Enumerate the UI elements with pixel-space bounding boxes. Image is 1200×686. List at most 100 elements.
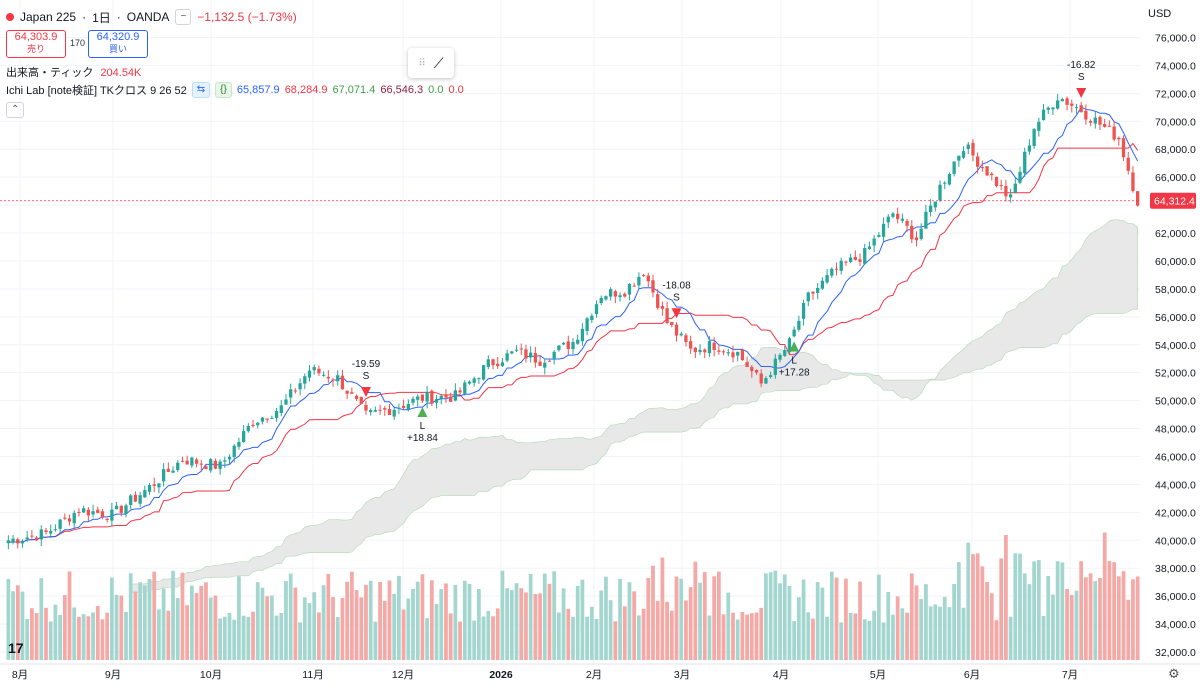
signal-L: L+17.28 (779, 341, 810, 379)
candle-body (129, 495, 133, 506)
candle-body (96, 509, 100, 513)
candle-body (552, 351, 556, 360)
candle-body (613, 291, 617, 297)
buy-button[interactable]: 64,320.9 買い (88, 30, 148, 58)
volume-bar (359, 597, 364, 660)
candle-body (877, 235, 881, 237)
candle-body (910, 225, 914, 240)
candle-body (246, 426, 250, 432)
candle-body (971, 142, 975, 156)
indicator-settings-icon[interactable]: ⇆ (191, 82, 211, 98)
volume-bar (491, 616, 495, 660)
volume-bar (453, 584, 458, 660)
volume-bar (373, 621, 378, 660)
candle-body (1037, 121, 1041, 131)
candle-body (721, 351, 726, 353)
time-axis-label: 4月 (773, 669, 789, 681)
volume-bar (999, 558, 1004, 660)
candle-body (86, 509, 90, 516)
tradingview-logo-icon[interactable]: 17 (8, 640, 24, 656)
candle-body (274, 411, 279, 418)
currency-label[interactable]: USD (1148, 8, 1172, 20)
volume-bar (1131, 579, 1135, 660)
volume-bar (222, 616, 227, 660)
volume-bar (834, 577, 839, 660)
candle-body (547, 360, 552, 362)
volume-bar (778, 583, 782, 660)
candle-body (594, 304, 599, 315)
volume-bar (1018, 553, 1022, 660)
candle-body (618, 295, 622, 298)
volume-bar (114, 594, 119, 660)
interval[interactable]: 1日 (92, 10, 111, 25)
volume-bar (1126, 599, 1131, 660)
volume-bar (980, 566, 985, 660)
volume-bar (180, 572, 185, 660)
candle-body (1084, 110, 1088, 120)
price-axis[interactable]: 76,000.0 74,000.0 72,000.0 70,000.0 68,000.0… (1155, 33, 1196, 660)
candle-body (312, 367, 316, 371)
candle-body (919, 228, 923, 239)
volume-bar (966, 542, 971, 660)
volume-bar (364, 584, 368, 660)
volume-bar (1013, 553, 1018, 660)
volume-bar (839, 622, 844, 660)
volume-bar (782, 574, 787, 660)
volume-bar (1008, 616, 1013, 660)
price-axis-label: 48,000.0 (1155, 424, 1196, 436)
chevron-up-icon[interactable]: ⌃ (6, 102, 25, 118)
minimize-icon[interactable]: − (175, 9, 192, 25)
candle-body (496, 363, 500, 367)
time-axis[interactable]: 8月 9月 10月 11月 12月 2026 2月 3月 4月 5月 6月 7月 (0, 663, 1200, 681)
volume-bar (171, 570, 175, 660)
volume-bar (679, 578, 684, 660)
indicator-source-icon[interactable]: {} (215, 82, 232, 98)
candle-body (891, 213, 895, 217)
volume-bar (622, 606, 627, 660)
candle-body (928, 205, 933, 212)
candle-body (961, 151, 966, 158)
price-axis-label: 72,000.0 (1155, 88, 1196, 100)
volume-bar (547, 583, 552, 660)
candle-body (604, 296, 608, 300)
candle-body (1060, 99, 1065, 102)
candle-body (834, 268, 839, 270)
volume-bar (848, 612, 853, 660)
candle-body (110, 509, 114, 521)
volume-bar (439, 589, 444, 660)
candle-body (161, 469, 166, 482)
time-axis-label: 2026 (489, 669, 513, 681)
volume-bar (844, 578, 848, 660)
volume-bar (571, 616, 575, 660)
volume-bar (698, 582, 702, 660)
candle-body (199, 463, 203, 465)
candle-body (580, 328, 585, 342)
volume-bar (961, 607, 966, 660)
gear-icon[interactable]: ⚙ (1168, 666, 1180, 681)
volume-bar (477, 588, 481, 660)
volume-bar (1046, 576, 1051, 660)
drawing-toolbar[interactable]: ⠿ ⟋ (408, 48, 454, 78)
signal-S: -19.59S (352, 359, 381, 398)
volume-bar (397, 575, 401, 660)
volume-bar (787, 586, 792, 660)
candle-body (561, 342, 566, 345)
candle-body (538, 361, 542, 366)
volume-bar (429, 580, 434, 660)
symbol-name[interactable]: Japan 225 (20, 10, 77, 24)
volume-bar (1027, 584, 1032, 660)
volume-bar (872, 610, 877, 660)
sell-button[interactable]: 64,303.9 売り (6, 30, 66, 58)
separator: · (116, 10, 121, 24)
trend-line-icon[interactable]: ⟋ (433, 54, 444, 71)
candle-body (684, 335, 688, 343)
volume-bar (462, 580, 467, 660)
volume-bar (829, 571, 834, 660)
drag-handle-icon[interactable]: ⠿ (418, 57, 426, 69)
volume-bar (707, 615, 712, 660)
candle-body (392, 409, 396, 417)
indicator-name[interactable]: Ichi Lab [note検証] TKクロス 9 26 52 (6, 85, 187, 97)
candle-body (947, 173, 952, 185)
time-axis-label: 9月 (105, 669, 121, 681)
